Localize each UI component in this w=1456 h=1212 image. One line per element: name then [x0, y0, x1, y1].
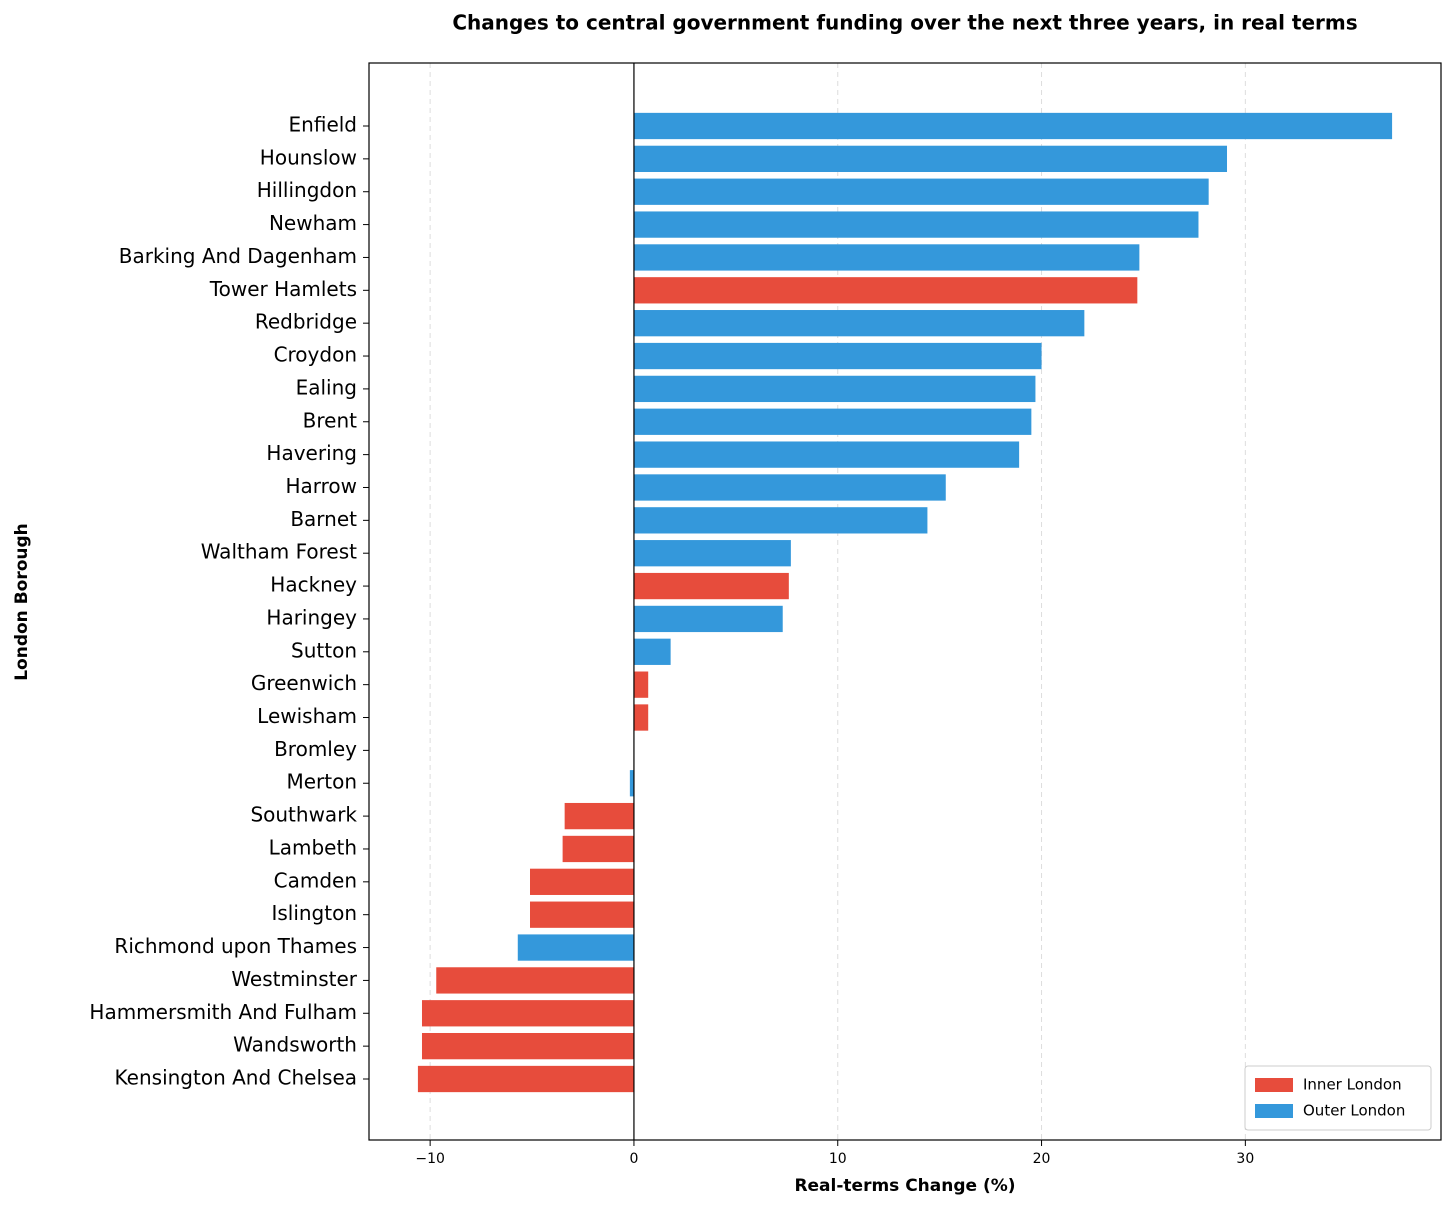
- bar: [633, 211, 1199, 238]
- y-tick-label: Wandsworth: [233, 1033, 357, 1057]
- y-tick-label: Havering: [266, 441, 357, 465]
- bar: [629, 770, 634, 797]
- y-tick-label: Redbridge: [255, 310, 357, 334]
- y-tick-label: Barking And Dagenham: [119, 244, 357, 268]
- x-tick-label: 10: [829, 1151, 847, 1167]
- bar: [633, 572, 789, 600]
- bar: [633, 342, 1042, 370]
- y-tick-label: Lewisham: [257, 704, 357, 728]
- y-tick-label: Hammersmith And Fulham: [89, 1000, 357, 1024]
- legend-swatch: [1255, 1104, 1293, 1118]
- y-tick-label: Camden: [274, 868, 357, 892]
- y-tick-label: Lambeth: [269, 835, 357, 859]
- y-tick-label: Hillingdon: [257, 178, 357, 202]
- y-tick-label: Newham: [269, 211, 357, 235]
- bar: [633, 145, 1228, 173]
- y-tick-label: Hounslow: [260, 145, 357, 169]
- bar: [633, 408, 1032, 435]
- y-tick-label: Merton: [286, 770, 357, 794]
- bar: [633, 704, 649, 731]
- plot-frame: [368, 62, 1442, 1141]
- bar: [562, 835, 634, 863]
- bar: [517, 934, 634, 961]
- bar: [530, 868, 634, 895]
- bar: [633, 638, 671, 665]
- bar: [633, 310, 1085, 337]
- y-tick-label: Greenwich: [251, 671, 357, 695]
- y-tick-label: Ealing: [296, 375, 357, 399]
- y-tick-label: Bromley: [274, 737, 357, 761]
- bar: [633, 671, 649, 698]
- bar: [421, 1000, 634, 1027]
- bar: [421, 1032, 634, 1060]
- bar: [633, 244, 1140, 271]
- x-tick-label: 0: [629, 1151, 638, 1167]
- chart-title: Changes to central government funding ov…: [452, 11, 1357, 35]
- legend-label: Outer London: [1303, 1102, 1405, 1120]
- bar: [633, 178, 1209, 205]
- y-tick-label: Richmond upon Thames: [114, 934, 357, 958]
- bar: [633, 375, 1036, 403]
- bar: [633, 474, 946, 501]
- x-tick-label: 20: [1033, 1151, 1051, 1167]
- y-tick-label: Waltham Forest: [201, 540, 357, 564]
- x-axis-label: Real-terms Change (%): [794, 1176, 1015, 1196]
- y-tick-label: Enfield: [289, 113, 357, 137]
- y-tick-label: Islington: [271, 901, 357, 925]
- bar: [633, 540, 791, 567]
- legend-swatch: [1255, 1078, 1293, 1092]
- y-tick-label: Sutton: [291, 638, 357, 662]
- bar: [633, 112, 1393, 140]
- bar: [530, 901, 634, 928]
- y-tick-label: Brent: [303, 408, 357, 432]
- y-tick-label: Barnet: [290, 507, 357, 531]
- y-tick-label: Haringey: [266, 605, 357, 629]
- x-tick-label: −10: [415, 1151, 445, 1167]
- y-tick-label: Southwark: [250, 803, 357, 827]
- y-tick-label: Hackney: [270, 573, 357, 597]
- bar: [633, 441, 1020, 468]
- bar: [417, 1065, 634, 1093]
- y-tick-label: Kensington And Chelsea: [115, 1066, 357, 1090]
- bar: [633, 507, 928, 534]
- y-tick-label: Harrow: [285, 474, 357, 498]
- bar: [436, 967, 634, 994]
- y-axis-label: London Borough: [12, 523, 32, 681]
- bar: [564, 802, 634, 830]
- legend-label: Inner London: [1303, 1076, 1402, 1094]
- y-tick-label: Tower Hamlets: [209, 277, 357, 301]
- y-tick-label: Westminster: [231, 967, 357, 991]
- y-tick-label: Croydon: [274, 343, 357, 367]
- bar: [633, 277, 1138, 304]
- bar: [633, 605, 783, 633]
- x-tick-label: 30: [1236, 1151, 1254, 1167]
